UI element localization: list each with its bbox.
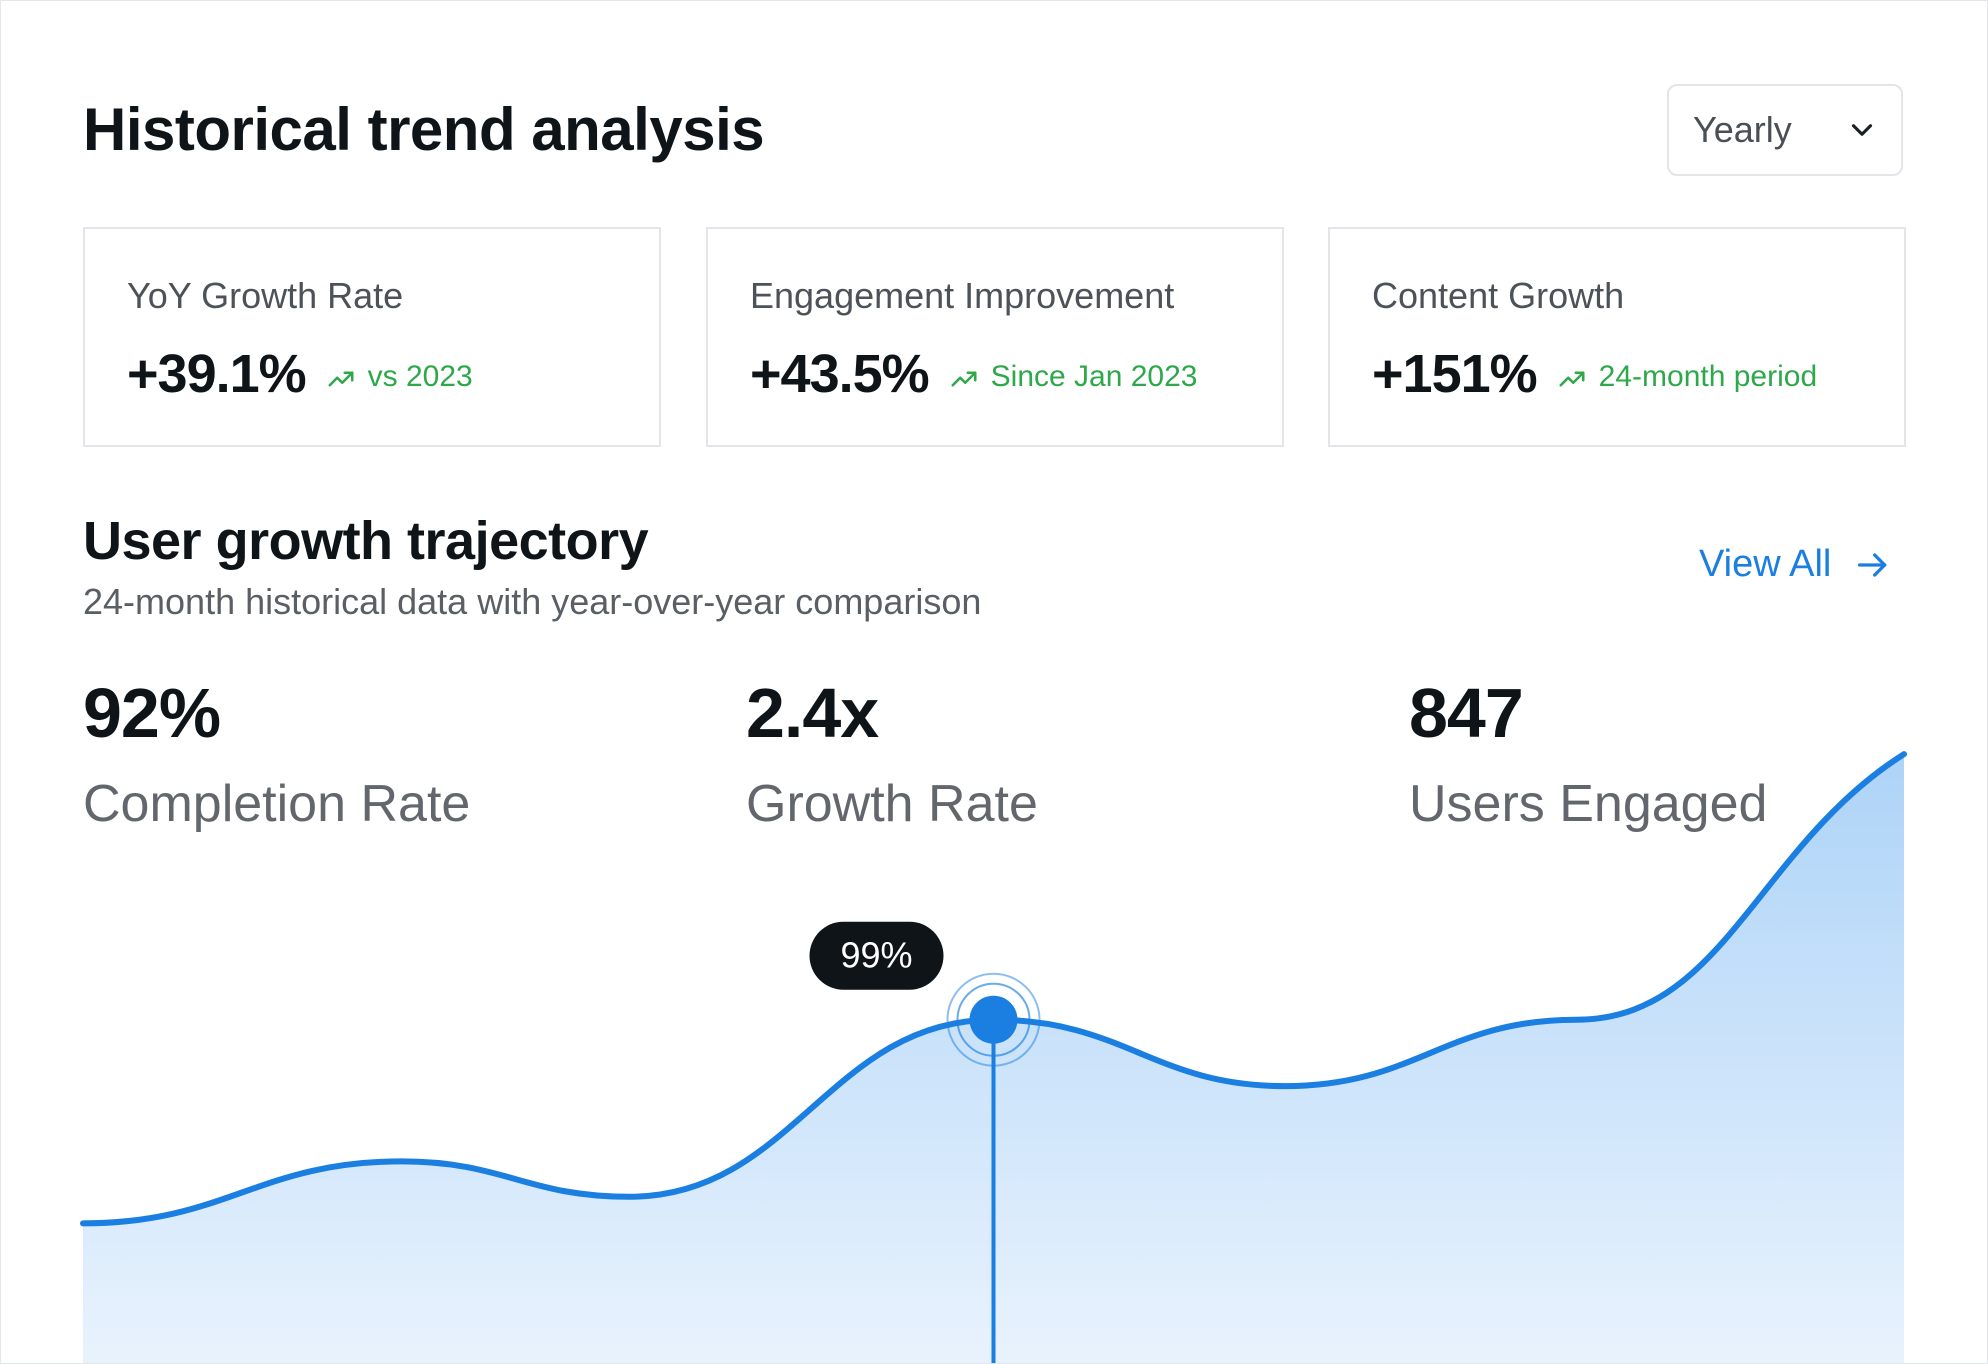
- stat-card-label: YoY Growth Rate: [127, 275, 404, 316]
- arrow-right-icon: [1858, 552, 1887, 577]
- chart-point-halo: [956, 982, 1031, 1057]
- chart-area-fill: [83, 754, 1904, 1363]
- stat-card-value: +151%: [1372, 344, 1538, 404]
- stat-card-yoy-growth: YoY Growth Rate +39.1% vs 2023: [83, 227, 661, 447]
- metric-label: Completion Rate: [83, 775, 471, 833]
- metric-value: 847: [1409, 674, 1524, 752]
- view-all-link[interactable]: View All: [1699, 543, 1893, 586]
- chart-tooltip: [809, 921, 944, 990]
- trend-text: Since Jan 2023: [990, 360, 1198, 393]
- stat-card-content-growth: Content Growth +151% 24-month period: [1328, 227, 1906, 447]
- stat-card-value: +39.1%: [127, 344, 307, 404]
- metric-label: Users Engaged: [1409, 775, 1768, 833]
- metric-label: Growth Rate: [746, 775, 1038, 833]
- trend-text: vs 2023: [367, 360, 473, 393]
- period-select-value: Yearly: [1693, 109, 1792, 150]
- metric-users-engaged: 847 Users Engaged: [1409, 673, 1767, 835]
- trending-up-icon: [1559, 371, 1585, 387]
- stat-card-label: Content Growth: [1372, 275, 1625, 316]
- metric-value: 92%: [83, 674, 221, 752]
- metric-completion-rate: 92% Completion Rate: [83, 673, 470, 835]
- period-select[interactable]: Yearly: [1667, 84, 1903, 176]
- view-all-label: View All: [1699, 543, 1832, 585]
- chart-point-halo: [946, 972, 1041, 1067]
- stat-card-engagement: Engagement Improvement +43.5% Since Jan …: [706, 227, 1284, 447]
- trend-badge: vs 2023: [326, 360, 473, 394]
- trending-up-icon: [951, 371, 977, 387]
- trending-up-icon: [328, 371, 354, 387]
- section-title: User growth trajectory: [83, 511, 649, 571]
- section-subtitle: 24-month historical data with year-over-…: [83, 581, 982, 622]
- metric-growth-rate: 2.4x Growth Rate: [746, 673, 1038, 835]
- stat-card-label: Engagement Improvement: [750, 275, 1175, 316]
- trend-badge: 24-month period: [1557, 360, 1817, 394]
- chevron-down-icon: [1851, 124, 1873, 136]
- trend-badge: Since Jan 2023: [949, 360, 1198, 394]
- metric-value: 2.4x: [746, 674, 879, 752]
- page-title: Historical trend analysis: [83, 96, 765, 163]
- stat-card-value: +43.5%: [750, 344, 930, 404]
- chart-highlight-point[interactable]: [969, 995, 1018, 1044]
- trend-text: 24-month period: [1598, 360, 1818, 393]
